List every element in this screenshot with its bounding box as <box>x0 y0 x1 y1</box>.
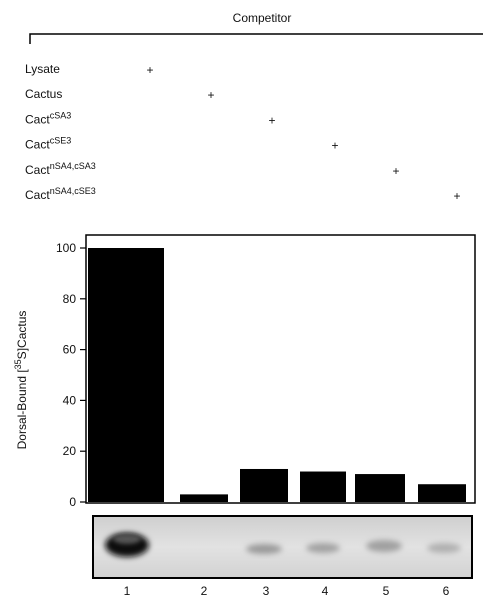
row-label-sup: cSA3 <box>50 110 72 120</box>
figure: Competitor Lysate+Cactus+CactcSA3+CactcS… <box>0 0 483 602</box>
plot: 0 20 40 60 80 100 <box>56 241 466 509</box>
y-tick-label: 60 <box>63 343 77 357</box>
bar <box>180 494 228 502</box>
y-label-part: Dorsal-Bound [ <box>15 369 29 450</box>
row-label: CactnSA4,cSE3 <box>25 186 96 202</box>
competitor-title: Competitor <box>233 11 292 25</box>
x-tick-label: 5 <box>383 584 390 598</box>
y-label-sup: 35 <box>13 359 23 369</box>
gel-band <box>366 540 402 552</box>
x-tick-label: 3 <box>263 584 270 598</box>
y-tick-label: 100 <box>56 241 76 255</box>
row-label-text: Lysate <box>25 62 60 76</box>
bar <box>300 472 346 502</box>
page: {"competitor": {"title": "Competitor", "… <box>0 0 483 602</box>
row-label-text: Cactus <box>25 87 62 101</box>
y-axis-label: Dorsal-Bound [35S]Cactus <box>13 311 29 450</box>
bar <box>355 474 405 502</box>
gel-band <box>306 543 340 553</box>
x-tick-label: 4 <box>322 584 329 598</box>
row-label-text: Cact <box>25 138 50 152</box>
row-label-text: Cact <box>25 112 50 126</box>
row-label: Cactus <box>25 87 62 101</box>
row-label-text: Cact <box>25 188 50 202</box>
bar <box>418 484 466 502</box>
y-label-part: S]Cactus <box>15 311 29 360</box>
row-mark: + <box>331 139 338 153</box>
bar <box>240 469 288 502</box>
row-label-sup: nSA4,cSE3 <box>50 186 96 196</box>
x-tick-label: 6 <box>443 584 450 598</box>
row-label: CactnSA4,cSA3 <box>25 161 96 177</box>
row-mark: + <box>392 164 399 178</box>
y-tick-label: 80 <box>63 292 77 306</box>
row-label: CactcSA3 <box>25 110 71 126</box>
y-tick-label: 0 <box>69 495 76 509</box>
row-mark: + <box>268 113 275 127</box>
row-label-sup: nSA4,cSA3 <box>50 161 96 171</box>
gel-band <box>246 544 282 554</box>
row-mark: + <box>453 189 460 203</box>
bar <box>88 248 164 502</box>
row-mark: + <box>207 88 214 102</box>
row-label: CactcSE3 <box>25 136 71 152</box>
row-label-text: Cact <box>25 163 50 177</box>
gel-band <box>427 543 461 553</box>
gel-band <box>113 534 141 544</box>
row-label-sup: cSE3 <box>50 136 72 146</box>
y-tick-label: 20 <box>63 444 77 458</box>
row-label: Lysate <box>25 62 60 76</box>
x-tick-label: 2 <box>201 584 208 598</box>
competitor-rows: Lysate+Cactus+CactcSA3+CactcSE3+CactnSA4… <box>25 62 461 203</box>
y-tick-label: 40 <box>63 393 77 407</box>
x-tick-label: 1 <box>124 584 131 598</box>
gel-frame <box>93 516 472 578</box>
row-mark: + <box>146 63 153 77</box>
gel <box>93 516 472 578</box>
competitor-bracket <box>30 34 483 44</box>
